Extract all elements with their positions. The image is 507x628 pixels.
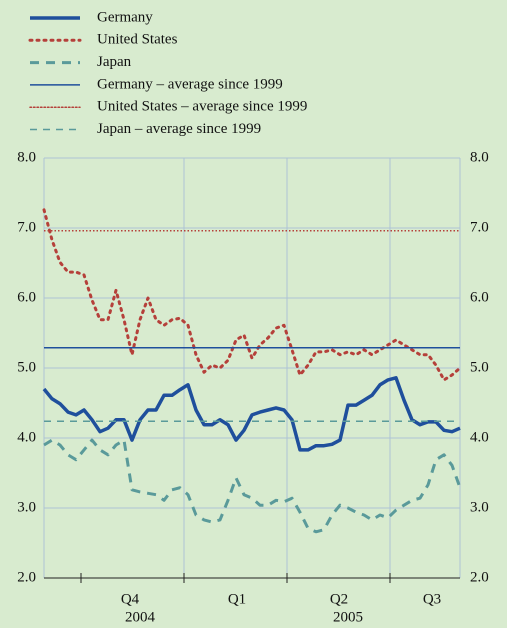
x-tick-label: Q1 — [228, 591, 246, 607]
y-tick-label: 7.0 — [17, 219, 36, 235]
y2-tick-label: 3.0 — [470, 499, 489, 515]
x-tick-label: Q4 — [121, 591, 140, 607]
series-line — [42, 208, 462, 382]
y2-tick-label: 4.0 — [470, 429, 489, 445]
y2-tick-label: 2.0 — [470, 569, 489, 585]
y-tick-label: 8.0 — [17, 149, 36, 165]
legend-label: United States – average since 1999 — [97, 99, 307, 115]
series-line — [43, 438, 462, 534]
legend-label: Japan – average since 1999 — [97, 121, 261, 137]
y2-tick-label: 5.0 — [470, 359, 489, 375]
y2-tick-label: 6.0 — [470, 289, 489, 305]
y-tick-label: 4.0 — [17, 429, 36, 445]
legend-label: Japan — [97, 54, 132, 70]
year-label: 2004 — [125, 609, 156, 625]
y-tick-label: 2.0 — [17, 569, 36, 585]
legend-label: United States — [97, 32, 178, 48]
series-line — [42, 376, 461, 452]
y-tick-label: 3.0 — [17, 499, 36, 515]
year-label: 2005 — [333, 609, 363, 625]
legend-label: Germany — [97, 9, 153, 25]
legend-label: Germany – average since 1999 — [97, 76, 283, 92]
y2-tick-label: 8.0 — [470, 149, 489, 165]
x-tick-label: Q2 — [330, 591, 348, 607]
y-tick-label: 5.0 — [17, 359, 36, 375]
x-tick-label: Q3 — [423, 591, 441, 607]
y2-tick-label: 7.0 — [470, 219, 489, 235]
y-tick-label: 6.0 — [17, 289, 36, 305]
